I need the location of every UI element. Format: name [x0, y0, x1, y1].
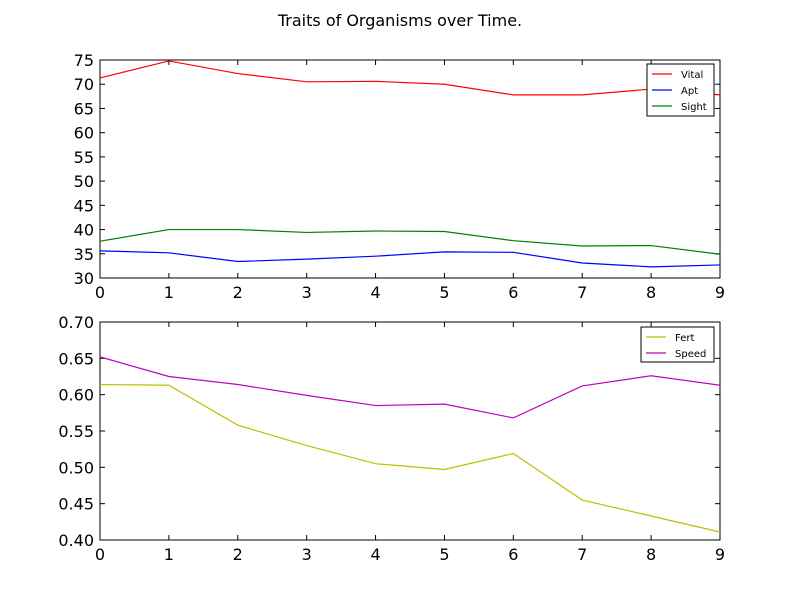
plot-area-0	[99, 59, 721, 279]
x-tick-label: 4	[370, 545, 380, 564]
y-tick-label: 55	[74, 148, 94, 167]
x-tick-label: 9	[715, 545, 725, 564]
y-tick-label: 0.55	[58, 422, 94, 441]
series-line-fert	[99, 383, 721, 533]
x-tick-label: 3	[302, 283, 312, 302]
y-tick-label: 0.70	[58, 313, 94, 332]
series-line-sight	[99, 228, 721, 255]
y-tick-label: 70	[74, 75, 94, 94]
x-tick-label: 8	[646, 283, 656, 302]
x-tick-label: 8	[646, 545, 656, 564]
x-tick-label: 0	[95, 283, 105, 302]
x-tick-label: 7	[577, 545, 587, 564]
x-tick-label: 0	[95, 545, 105, 564]
x-tick-label: 7	[577, 283, 587, 302]
legend-label-vital: Vital	[681, 70, 703, 81]
y-tick-label: 45	[74, 196, 94, 215]
y-tick-label: 0.45	[58, 495, 94, 514]
legend-0: Vital Apt Sight	[646, 63, 715, 117]
top-subplot: 0 1 2 3 4 5 6 7 8 930354045505560657075VitalAptSi…	[74, 51, 725, 302]
y-tick-label: 0.50	[58, 458, 94, 477]
y-tick-label: 50	[74, 172, 94, 191]
x-tick-label: 6	[508, 283, 518, 302]
x-tick-label: 1	[164, 283, 174, 302]
y-tick-label: 0.65	[58, 349, 94, 368]
legend-label-speed: Speed	[675, 349, 706, 360]
legend-box	[640, 326, 715, 363]
series-line-vital	[99, 60, 721, 96]
y-tick-label: 75	[74, 51, 94, 70]
x-tick-label: 2	[233, 545, 243, 564]
legend-label-apt: Apt	[681, 86, 698, 97]
legend-label-fert: Fert	[675, 333, 694, 344]
y-tick-label: 0.40	[58, 531, 94, 550]
x-tick-label: 5	[439, 545, 449, 564]
y-tick-label: 30	[74, 269, 94, 288]
x-tick-label: 1	[164, 545, 174, 564]
y-tick-label: 35	[74, 245, 94, 264]
x-tick-label: 5	[439, 283, 449, 302]
chart-title: Traits of Organisms over Time.	[277, 11, 522, 30]
legend-1: Fert Speed	[640, 326, 715, 363]
series-line-speed	[99, 356, 721, 419]
legend-label-sight: Sight	[681, 102, 707, 113]
bottom-subplot: 0 1 2 3 4 5 6 7 8 9 0.40 0.45 0.50 0.55 0.60 0.65 0.70 Fe…	[58, 313, 725, 564]
x-tick-label: 3	[302, 545, 312, 564]
x-tick-label: 9	[715, 283, 725, 302]
y-tick-label: 65	[74, 99, 94, 118]
x-tick-label: 2	[233, 283, 243, 302]
y-tick-label: 0.60	[58, 386, 94, 405]
y-tick-label: 60	[74, 124, 94, 143]
x-tick-label: 4	[370, 283, 380, 302]
plot-area-1	[99, 321, 721, 541]
series-line-apt	[99, 250, 721, 268]
x-tick-label: 6	[508, 545, 518, 564]
y-tick-label: 40	[74, 221, 94, 240]
